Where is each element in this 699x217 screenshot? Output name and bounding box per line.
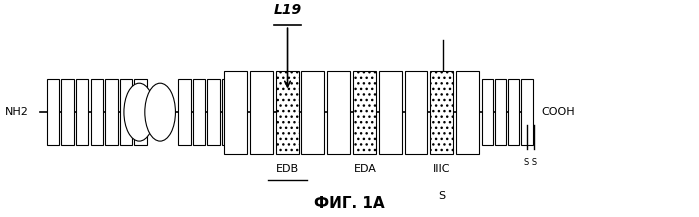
FancyBboxPatch shape bbox=[301, 71, 324, 154]
Ellipse shape bbox=[145, 83, 175, 141]
FancyBboxPatch shape bbox=[379, 71, 402, 154]
FancyBboxPatch shape bbox=[134, 79, 147, 145]
Text: EDA: EDA bbox=[354, 164, 376, 174]
Text: S S: S S bbox=[524, 158, 537, 167]
FancyBboxPatch shape bbox=[224, 71, 247, 154]
FancyBboxPatch shape bbox=[482, 79, 493, 145]
FancyBboxPatch shape bbox=[62, 79, 74, 145]
Text: L19: L19 bbox=[273, 3, 301, 17]
FancyBboxPatch shape bbox=[431, 71, 453, 154]
FancyBboxPatch shape bbox=[178, 79, 191, 145]
Ellipse shape bbox=[124, 83, 154, 141]
FancyBboxPatch shape bbox=[275, 71, 298, 154]
FancyBboxPatch shape bbox=[120, 79, 132, 145]
FancyBboxPatch shape bbox=[105, 79, 117, 145]
FancyBboxPatch shape bbox=[208, 79, 220, 145]
FancyBboxPatch shape bbox=[495, 79, 506, 145]
Text: COOH: COOH bbox=[541, 107, 575, 117]
FancyBboxPatch shape bbox=[508, 79, 519, 145]
FancyBboxPatch shape bbox=[76, 79, 88, 145]
FancyBboxPatch shape bbox=[405, 71, 428, 154]
FancyBboxPatch shape bbox=[521, 79, 533, 145]
Text: NH2: NH2 bbox=[5, 107, 29, 117]
FancyBboxPatch shape bbox=[456, 71, 479, 154]
FancyBboxPatch shape bbox=[327, 71, 350, 154]
Text: ФИГ. 1А: ФИГ. 1А bbox=[314, 196, 385, 212]
FancyBboxPatch shape bbox=[353, 71, 376, 154]
FancyBboxPatch shape bbox=[250, 71, 273, 154]
FancyBboxPatch shape bbox=[222, 79, 235, 145]
Text: IIIC: IIIC bbox=[433, 164, 451, 174]
FancyBboxPatch shape bbox=[47, 79, 59, 145]
Text: S: S bbox=[438, 191, 446, 201]
FancyBboxPatch shape bbox=[193, 79, 206, 145]
Text: EDB: EDB bbox=[276, 164, 299, 174]
FancyBboxPatch shape bbox=[90, 79, 103, 145]
